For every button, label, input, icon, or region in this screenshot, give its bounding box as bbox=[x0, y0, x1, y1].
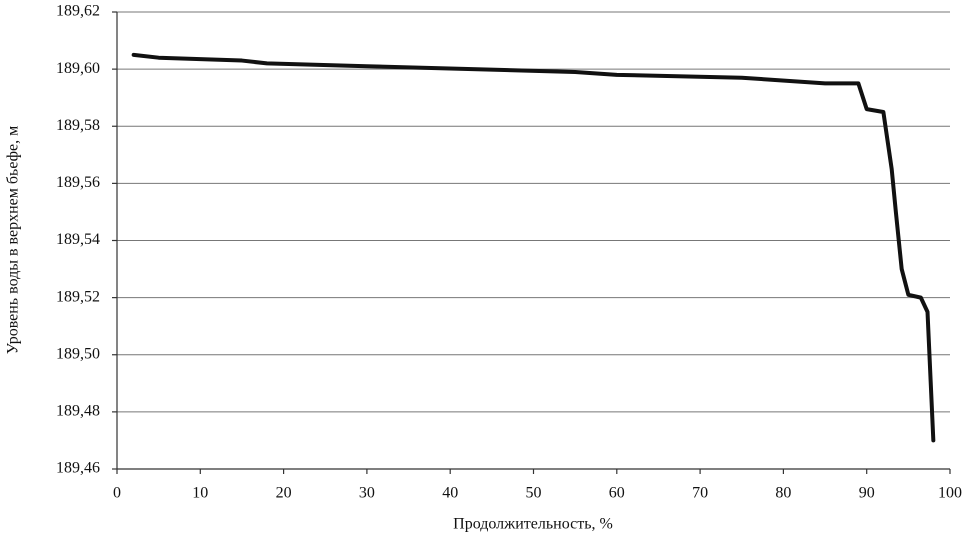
y-tick-label: 189,48 bbox=[56, 403, 100, 420]
x-tick-label: 70 bbox=[692, 485, 708, 502]
y-tick-label: 189,60 bbox=[56, 60, 100, 77]
x-tick-label: 100 bbox=[938, 485, 962, 502]
x-tick-label: 10 bbox=[192, 485, 208, 502]
y-tick-label: 189,52 bbox=[56, 288, 100, 305]
y-tick-label: 189,58 bbox=[56, 117, 100, 134]
x-tick-label: 50 bbox=[526, 485, 542, 502]
x-tick-label: 40 bbox=[442, 485, 458, 502]
data-line bbox=[131, 52, 936, 443]
y-tick-label: 189,50 bbox=[56, 345, 100, 362]
x-tick-label: 90 bbox=[859, 485, 875, 502]
y-tick-label: 189,62 bbox=[56, 3, 100, 20]
x-axis-title: Продолжительность, % bbox=[453, 516, 613, 533]
x-tick-label: 20 bbox=[276, 485, 292, 502]
x-tick-label: 60 bbox=[609, 485, 625, 502]
y-tick-label: 189,54 bbox=[56, 231, 100, 248]
x-tick-label: 80 bbox=[775, 485, 791, 502]
y-tick-label: 189,56 bbox=[56, 174, 100, 191]
x-tick-label: 30 bbox=[359, 485, 375, 502]
y-tick-label: 189,46 bbox=[56, 460, 100, 477]
x-tick-label: 0 bbox=[113, 485, 121, 502]
y-axis-title: Уровень воды в верхнем бьефе, м bbox=[5, 126, 22, 354]
